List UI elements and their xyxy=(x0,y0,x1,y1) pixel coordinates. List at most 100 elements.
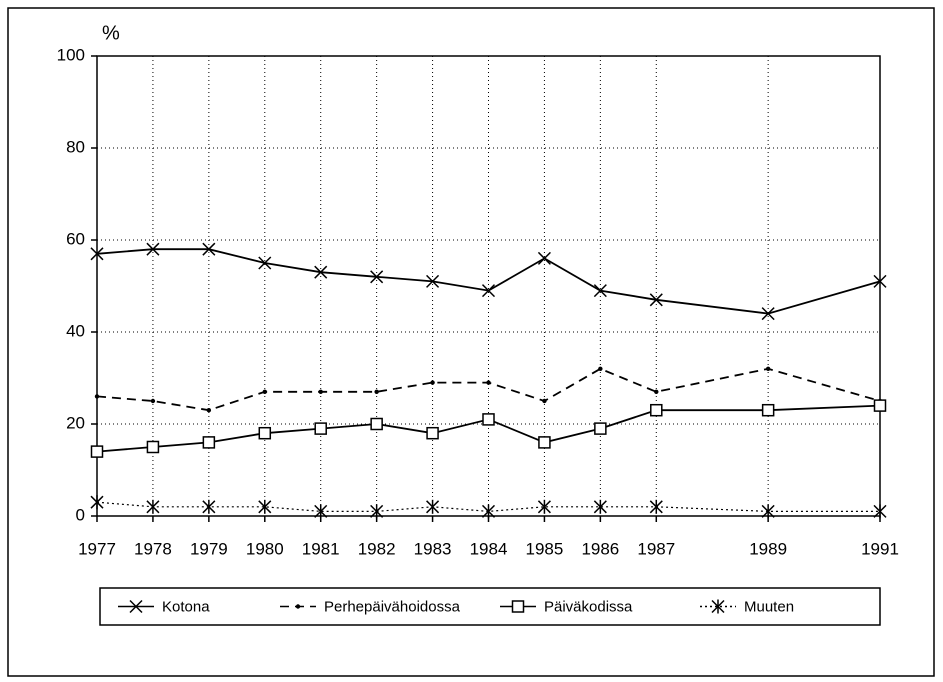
marker-square xyxy=(482,413,495,426)
marker xyxy=(90,247,104,261)
marker xyxy=(129,599,143,614)
marker-stroke xyxy=(426,274,440,288)
marker xyxy=(481,504,496,519)
marker-dot xyxy=(542,398,547,404)
marker xyxy=(318,389,323,394)
marker xyxy=(426,274,440,288)
x-tick-label: 1981 xyxy=(302,539,340,558)
marker xyxy=(426,499,440,514)
marker xyxy=(146,440,160,454)
marker-square xyxy=(314,422,327,435)
marker xyxy=(511,600,525,613)
series-line xyxy=(96,248,881,315)
x-tick-label: 1986 xyxy=(581,539,619,558)
marker xyxy=(150,398,156,404)
x-tick-label: 1987 xyxy=(637,539,675,558)
legend-label: Muuten xyxy=(744,598,794,615)
marker xyxy=(295,604,301,609)
y-tick-label: 40 xyxy=(66,321,85,340)
y-tick-label: 0 xyxy=(76,505,85,524)
marker xyxy=(598,366,603,371)
x-tick-label: 1982 xyxy=(358,539,396,558)
frame xyxy=(7,7,935,677)
marker-dot xyxy=(486,380,491,385)
marker xyxy=(537,499,551,514)
marker xyxy=(873,399,887,412)
marker xyxy=(258,499,272,514)
marker-square xyxy=(426,426,439,440)
y-tick-label: 80 xyxy=(66,137,85,156)
marker xyxy=(537,251,551,265)
marker-stroke xyxy=(258,256,272,270)
marker-dot xyxy=(765,366,771,371)
marker xyxy=(146,499,160,514)
marker-stroke xyxy=(649,293,663,307)
legend-label: Kotona xyxy=(162,598,210,615)
marker xyxy=(258,256,272,270)
marker xyxy=(538,436,551,449)
marker xyxy=(649,293,663,307)
marker xyxy=(430,380,435,385)
marker xyxy=(314,422,327,435)
marker-dot xyxy=(295,604,301,609)
marker xyxy=(146,242,160,256)
marker xyxy=(90,495,104,510)
marker xyxy=(765,366,771,371)
marker xyxy=(711,599,725,614)
marker xyxy=(94,394,100,399)
x-tick-label: 1977 xyxy=(78,539,116,558)
y-tick-label: 100 xyxy=(57,45,85,64)
marker-dot xyxy=(374,389,379,394)
x-tick-label: 1979 xyxy=(190,539,228,558)
y-tick-label: 60 xyxy=(66,229,85,248)
marker xyxy=(262,389,267,394)
marker-stroke xyxy=(146,242,160,256)
y-axis-label: % xyxy=(102,22,120,44)
marker xyxy=(873,504,887,519)
marker xyxy=(314,504,328,519)
marker-square xyxy=(258,426,272,440)
marker-dot xyxy=(150,398,156,404)
marker xyxy=(370,417,383,431)
marker xyxy=(650,403,663,417)
marker xyxy=(761,307,775,321)
marker-dot xyxy=(262,389,267,394)
marker xyxy=(873,274,887,288)
marker-dot xyxy=(206,408,212,413)
marker xyxy=(202,436,216,449)
marker xyxy=(761,504,775,519)
marker-stroke xyxy=(129,599,143,614)
marker xyxy=(594,422,607,435)
marker-dot xyxy=(654,389,659,394)
marker xyxy=(370,270,384,284)
marker-square xyxy=(538,436,551,449)
y-tick-label: 20 xyxy=(66,413,85,432)
marker xyxy=(202,242,216,256)
marker-stroke xyxy=(314,265,328,279)
x-tick-label: 1983 xyxy=(414,539,452,558)
marker-stroke xyxy=(593,284,607,298)
marker-dot xyxy=(598,366,603,371)
x-tick-label: 1984 xyxy=(470,539,508,558)
marker-stroke xyxy=(537,251,551,265)
marker xyxy=(314,265,328,279)
marker xyxy=(258,426,272,440)
marker xyxy=(486,380,491,385)
marker-stroke xyxy=(370,270,384,284)
x-tick-label: 1991 xyxy=(861,539,899,558)
marker xyxy=(481,284,496,298)
marker-square xyxy=(650,403,663,417)
marker-square xyxy=(873,399,887,412)
marker-square xyxy=(202,436,216,449)
marker xyxy=(206,408,212,413)
legend-label: Perhepäivähoidossa xyxy=(324,598,461,615)
marker-square xyxy=(370,417,383,431)
legend-box xyxy=(99,587,881,626)
marker xyxy=(593,284,607,298)
marker xyxy=(654,389,659,394)
marker xyxy=(482,413,495,426)
marker-square xyxy=(90,445,104,458)
marker-square xyxy=(594,422,607,435)
marker-stroke xyxy=(481,284,496,298)
